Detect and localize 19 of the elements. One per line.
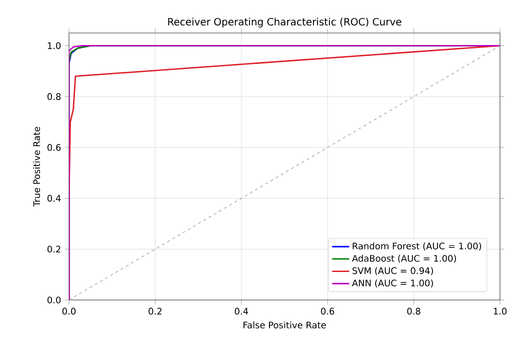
y-tick-label: 0.6 xyxy=(47,144,61,151)
y-tick-label: 0.4 xyxy=(47,194,61,202)
chart-title: Receiver Operating Characteristic (ROC) Curve xyxy=(168,18,402,28)
legend-label: AdaBoost (AUC = 1.00) xyxy=(352,254,456,263)
y-tick-label: 0.0 xyxy=(47,296,61,304)
legend-label: ANN (AUC = 1.00) xyxy=(352,279,433,288)
legend-label: Random Forest (AUC = 1.00) xyxy=(352,242,482,250)
x-tick-label: 0.8 xyxy=(407,308,420,315)
x-tick-label: 1.0 xyxy=(494,308,507,315)
x-tick-label: 0.2 xyxy=(148,308,162,315)
x-tick-label: 0.0 xyxy=(62,308,76,315)
y-tick-label: 1.0 xyxy=(48,42,61,50)
y-axis-title: True Positive Rate xyxy=(33,126,40,207)
x-axis-title: False Positive Rate xyxy=(244,321,326,328)
x-tick-label: 0.4 xyxy=(234,308,248,315)
x-tick-label: 0.6 xyxy=(321,308,334,315)
legend-label: SVM (AUC = 0.94) xyxy=(352,267,433,276)
y-tick-label: 0.8 xyxy=(47,93,61,100)
y-tick-label: 0.2 xyxy=(47,246,60,253)
